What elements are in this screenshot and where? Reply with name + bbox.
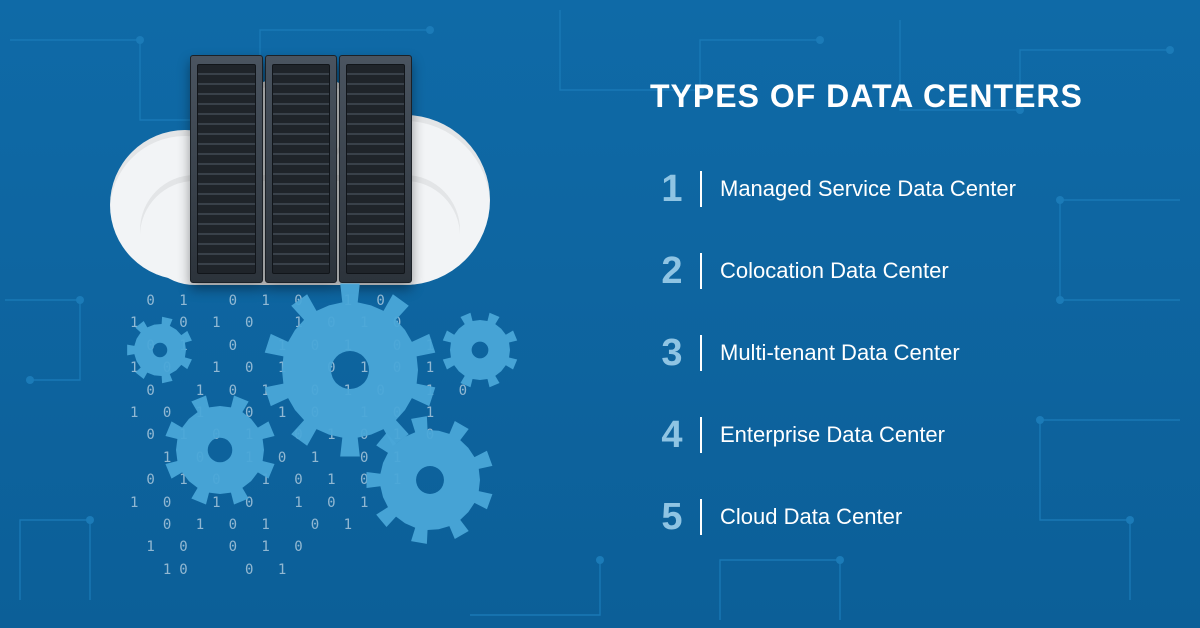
gear-icon: [165, 395, 274, 504]
list-item-number: 1: [650, 170, 694, 208]
list-item-label: Managed Service Data Center: [720, 176, 1016, 202]
server-racks: [190, 55, 412, 283]
list-item: 5 Cloud Data Center: [650, 498, 1170, 536]
list-item: 4 Enterprise Data Center: [650, 416, 1170, 454]
gears-icon: [100, 280, 520, 600]
list-item-number: 2: [650, 252, 694, 290]
list-item: 2 Colocation Data Center: [650, 252, 1170, 290]
infographic-canvas: 0 1 0 1 0 1 0 1 0 1 0 1 0 1 0 0 1 0 1 0 …: [0, 0, 1200, 628]
list-item-number: 5: [650, 498, 694, 536]
list-item-label: Enterprise Data Center: [720, 422, 945, 448]
server-rack: [190, 55, 263, 283]
list-item-divider: [700, 417, 702, 453]
infographic-title: TYPES OF DATA CENTERS: [650, 78, 1083, 115]
list-item-label: Cloud Data Center: [720, 504, 902, 530]
illustration-panel: 0 1 0 1 0 1 0 1 0 1 0 1 0 1 0 0 1 0 1 0 …: [0, 0, 600, 628]
list-item-divider: [700, 335, 702, 371]
list-item-number: 3: [650, 334, 694, 372]
list-item-divider: [700, 499, 702, 535]
content-panel: TYPES OF DATA CENTERS 1 Managed Service D…: [600, 0, 1200, 628]
gear-icon: [367, 416, 493, 544]
server-rack: [265, 55, 338, 283]
list-item-number: 4: [650, 416, 694, 454]
gear-icon: [265, 284, 436, 457]
type-list: 1 Managed Service Data Center 2 Colocation …: [650, 170, 1170, 580]
list-item-label: Colocation Data Center: [720, 258, 949, 284]
server-rack: [339, 55, 412, 283]
list-item-divider: [700, 171, 702, 207]
list-item-label: Multi-tenant Data Center: [720, 340, 960, 366]
list-item: 3 Multi-tenant Data Center: [650, 334, 1170, 372]
list-item: 1 Managed Service Data Center: [650, 170, 1170, 208]
gear-icon: [127, 317, 192, 383]
gear-icon: [443, 313, 517, 387]
list-item-divider: [700, 253, 702, 289]
